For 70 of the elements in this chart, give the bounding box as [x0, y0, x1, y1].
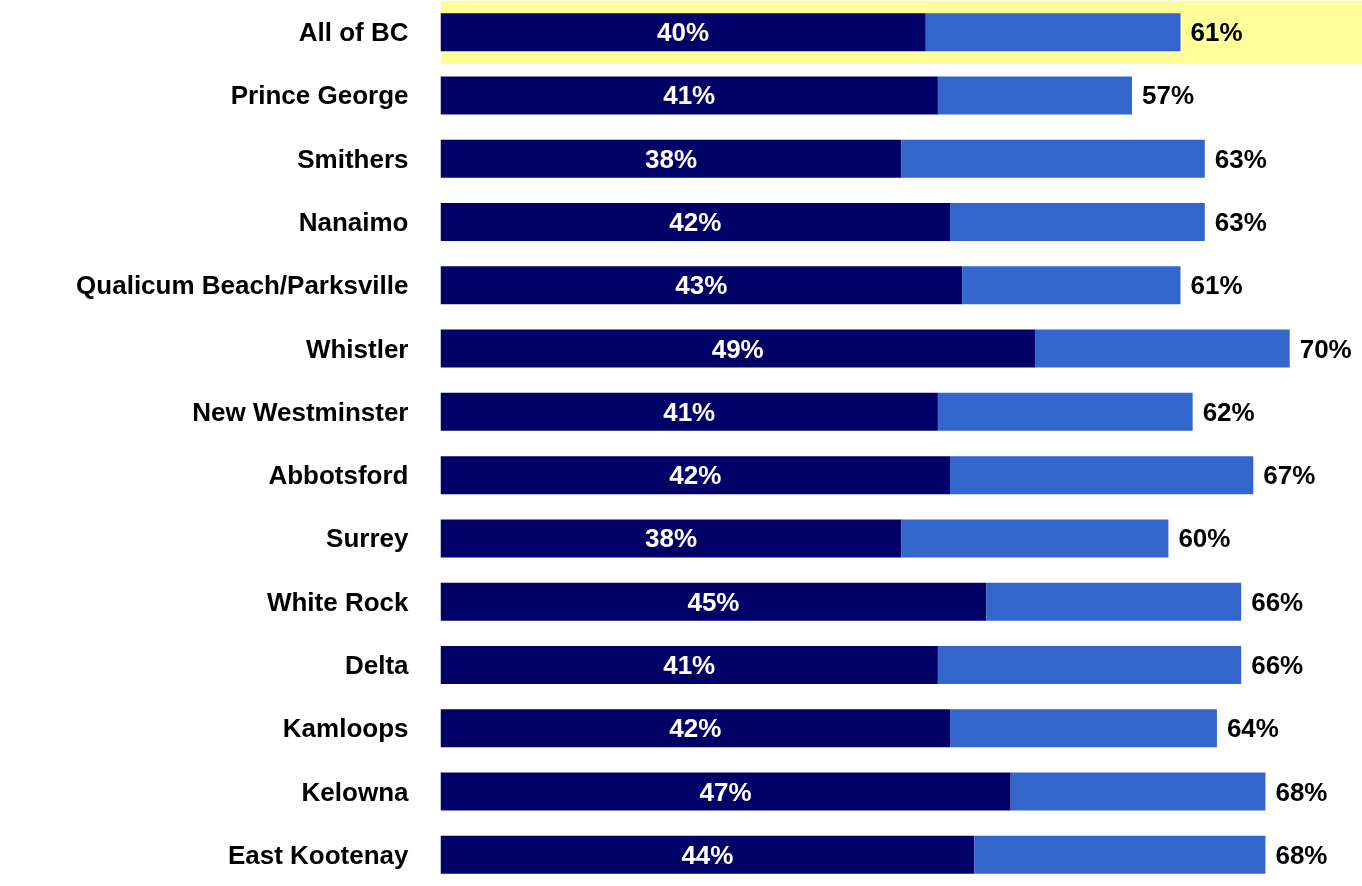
total-label: 60%: [1178, 523, 1231, 554]
bar: [440, 392, 938, 431]
bar: [440, 772, 1011, 811]
bar: [440, 266, 963, 305]
total-label: 63%: [1214, 143, 1267, 174]
y-tick-label: New Westminster: [192, 396, 409, 427]
data-label: 38%: [644, 143, 698, 174]
bar: [1010, 772, 1266, 811]
bar: [1034, 329, 1290, 368]
data-label: 41%: [663, 650, 716, 680]
data-label: 41%: [663, 80, 716, 111]
total-label: 57%: [1142, 80, 1195, 111]
bar: [440, 139, 902, 178]
data-label: 47%: [699, 776, 752, 807]
y-tick-label: Abbotsford: [268, 460, 409, 491]
data-label: 45%: [687, 586, 740, 617]
data-label: 43%: [675, 270, 728, 301]
total-label: 63%: [1214, 207, 1267, 237]
bar: [962, 266, 1181, 305]
bar: [440, 76, 938, 115]
total-label: 61%: [1190, 17, 1243, 48]
bar: [925, 13, 1181, 52]
bar: [440, 709, 951, 748]
y-tick-label: White Rock: [266, 586, 410, 617]
total-label: 68%: [1275, 839, 1328, 870]
total-label: 67%: [1263, 460, 1316, 491]
bar: [937, 646, 1242, 684]
total-label: 68%: [1275, 776, 1328, 807]
bar: [440, 456, 951, 495]
y-tick-label: Kamloops: [282, 713, 409, 744]
y-tick-label: East Kootenay: [227, 839, 410, 870]
total-label: 62%: [1202, 396, 1255, 427]
bar: [440, 519, 902, 558]
data-label: 42%: [669, 460, 722, 491]
data-label: 49%: [711, 333, 764, 364]
data-label: 44%: [681, 839, 734, 870]
bar: [440, 203, 951, 241]
y-tick-label: Kelowna: [301, 776, 410, 807]
y-tick-label: Surrey: [326, 523, 410, 554]
y-tick-label: Qualicum Beach/Parksville: [76, 270, 409, 301]
y-tick-label: Nanaimo: [298, 207, 409, 237]
bar: [950, 456, 1254, 495]
bar: [974, 835, 1266, 874]
bar: [937, 392, 1193, 431]
data-label: 41%: [663, 396, 716, 427]
bar: [901, 519, 1169, 558]
total-label: 64%: [1226, 713, 1279, 744]
total-label: 66%: [1251, 650, 1304, 680]
y-tick-label: Delta: [344, 650, 410, 680]
bar: [986, 582, 1242, 621]
bar: [901, 139, 1205, 178]
y-tick-label: Whistler: [305, 333, 409, 364]
bar: [440, 646, 938, 684]
data-label: 38%: [644, 523, 698, 554]
bar: [950, 709, 1217, 748]
y-tick-label: Prince George: [230, 80, 409, 111]
total-label: 66%: [1251, 586, 1304, 617]
bar: [937, 76, 1132, 115]
bar: [950, 203, 1205, 241]
data-label: 42%: [669, 207, 722, 237]
data-label: 42%: [669, 713, 722, 744]
total-label: 61%: [1190, 270, 1243, 301]
total-label: 70%: [1299, 333, 1352, 364]
y-tick-label: Smithers: [297, 143, 409, 174]
bar: [440, 329, 1035, 368]
bar: [440, 582, 987, 621]
bar: [440, 13, 926, 52]
data-label: 40%: [657, 17, 710, 48]
y-tick-label: All of BC: [298, 17, 409, 48]
bar: [440, 835, 975, 874]
